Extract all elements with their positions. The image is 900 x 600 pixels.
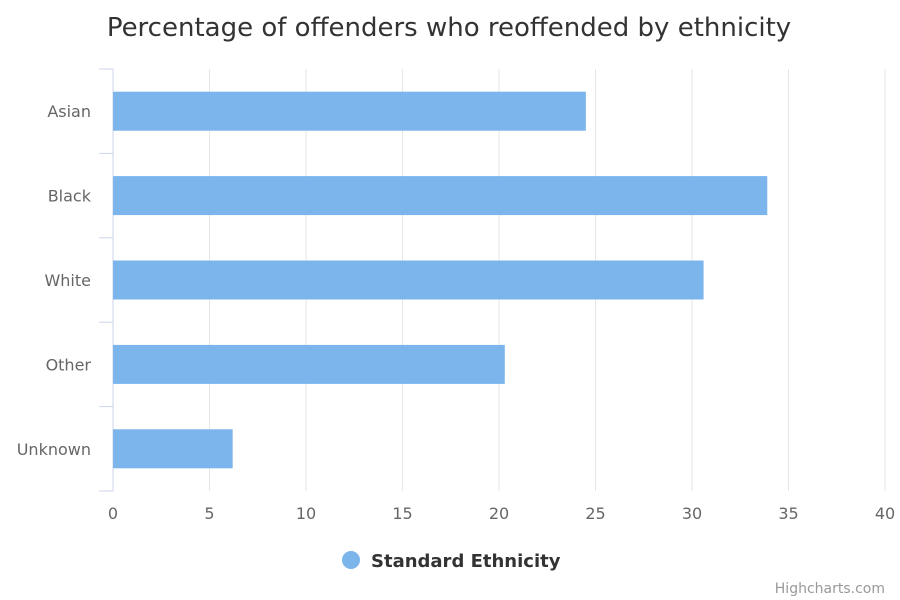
x-tick-label: 0	[108, 504, 118, 523]
chart-title: Percentage of offenders who reoffended b…	[107, 13, 791, 43]
x-tick-label: 15	[392, 504, 412, 523]
x-tick-label: 10	[296, 504, 316, 523]
category-label: Other	[46, 355, 92, 374]
x-tick-label: 5	[204, 504, 214, 523]
x-tick-label: 20	[489, 504, 509, 523]
value-axis-labels: 0 5 10 15 20 25 30 35 40	[108, 504, 895, 523]
legend[interactable]: Standard Ethnicity	[342, 551, 561, 572]
category-label: Black	[48, 187, 92, 206]
bar[interactable]	[113, 344, 505, 384]
bar[interactable]	[113, 260, 704, 300]
bars	[113, 91, 768, 469]
credits-link[interactable]: Highcharts.com	[775, 581, 885, 597]
category-labels: Asian Black White Other Unknown	[17, 102, 92, 459]
category-label: Unknown	[17, 440, 91, 459]
x-tick-label: 25	[585, 504, 605, 523]
bar[interactable]	[113, 91, 586, 131]
category-axis	[99, 68, 114, 492]
bar[interactable]	[113, 429, 233, 469]
x-tick-label: 40	[875, 504, 895, 523]
x-tick-label: 35	[778, 504, 798, 523]
x-tick-label: 30	[682, 504, 702, 523]
legend-label[interactable]: Standard Ethnicity	[371, 551, 561, 572]
bar[interactable]	[113, 176, 768, 216]
category-label: Asian	[47, 102, 91, 121]
legend-symbol-icon[interactable]	[342, 551, 360, 569]
category-label: White	[44, 271, 91, 290]
